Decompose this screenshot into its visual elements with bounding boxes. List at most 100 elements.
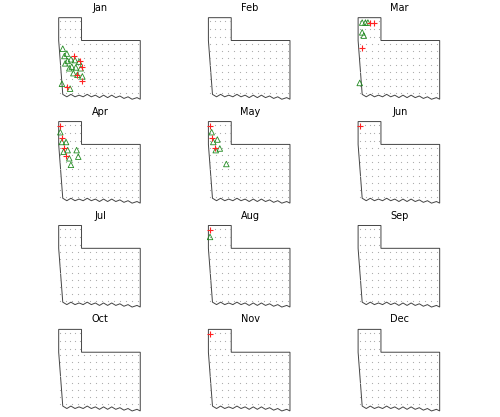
Point (236, 276, 244, 283)
Point (230, 290, 238, 297)
Point (356, 123, 364, 130)
Point (272, 179, 280, 186)
Point (74, 248, 82, 255)
Point (212, 48, 220, 54)
Point (248, 83, 256, 89)
Point (416, 297, 424, 304)
Point (116, 366, 124, 373)
Point (242, 262, 250, 269)
Point (404, 48, 411, 54)
Point (284, 193, 292, 200)
Point (224, 83, 232, 89)
Point (278, 290, 285, 297)
Point (376, 242, 384, 249)
Point (230, 366, 238, 373)
Point (212, 186, 220, 193)
Point (386, 373, 394, 380)
Point (433, 297, 441, 304)
Point (62, 352, 70, 359)
Point (80, 89, 88, 96)
Point (266, 269, 274, 276)
Point (392, 290, 400, 297)
Point (374, 89, 382, 96)
Point (98, 387, 106, 394)
Point (122, 366, 130, 373)
Point (212, 387, 220, 394)
Point (116, 193, 124, 200)
Point (386, 193, 394, 200)
Point (356, 83, 364, 89)
Point (218, 297, 226, 304)
Point (248, 61, 256, 68)
Point (422, 262, 430, 269)
Point (74, 359, 82, 366)
Point (284, 269, 292, 276)
Point (80, 255, 88, 262)
Point (104, 89, 112, 96)
Point (80, 394, 88, 401)
Point (220, 130, 228, 136)
Point (428, 401, 436, 408)
Point (392, 297, 400, 304)
Point (416, 380, 424, 387)
Point (218, 158, 226, 165)
Point (71, 57, 79, 63)
Point (68, 61, 76, 68)
Point (254, 248, 262, 255)
Point (278, 269, 285, 276)
Point (260, 151, 268, 158)
Point (428, 151, 436, 158)
Point (428, 276, 436, 283)
Point (92, 283, 100, 290)
Point (358, 29, 366, 36)
Point (422, 68, 430, 75)
Point (356, 255, 364, 262)
Point (206, 26, 214, 33)
Point (80, 366, 88, 373)
Point (433, 48, 441, 54)
Point (260, 186, 268, 193)
Point (128, 172, 136, 179)
Point (92, 387, 100, 394)
Point (71, 242, 79, 249)
Point (380, 380, 388, 387)
Point (104, 359, 112, 366)
Point (122, 269, 130, 276)
Point (422, 55, 430, 61)
Point (80, 186, 88, 193)
Point (134, 75, 142, 82)
Point (218, 276, 226, 283)
Point (128, 83, 136, 89)
Point (392, 352, 400, 359)
Point (422, 352, 430, 359)
Point (110, 193, 118, 200)
Point (272, 144, 280, 151)
Point (433, 276, 441, 283)
Point (80, 276, 88, 283)
Point (224, 269, 232, 276)
Point (433, 262, 441, 269)
Point (433, 394, 441, 401)
Point (110, 165, 118, 172)
Point (278, 297, 285, 304)
Point (134, 373, 142, 380)
Point (104, 179, 112, 186)
Point (272, 380, 280, 387)
Point (433, 186, 441, 193)
Title: Mar: Mar (390, 3, 409, 13)
Point (122, 262, 130, 269)
Point (216, 145, 224, 152)
Point (242, 290, 250, 297)
Point (74, 165, 82, 172)
Point (260, 158, 268, 165)
Point (368, 269, 376, 276)
Point (224, 144, 232, 151)
Point (356, 242, 364, 249)
Point (218, 380, 226, 387)
Point (110, 68, 118, 75)
Point (104, 158, 112, 165)
Point (224, 68, 232, 75)
Point (428, 380, 436, 387)
Point (61, 337, 69, 344)
Point (260, 179, 268, 186)
